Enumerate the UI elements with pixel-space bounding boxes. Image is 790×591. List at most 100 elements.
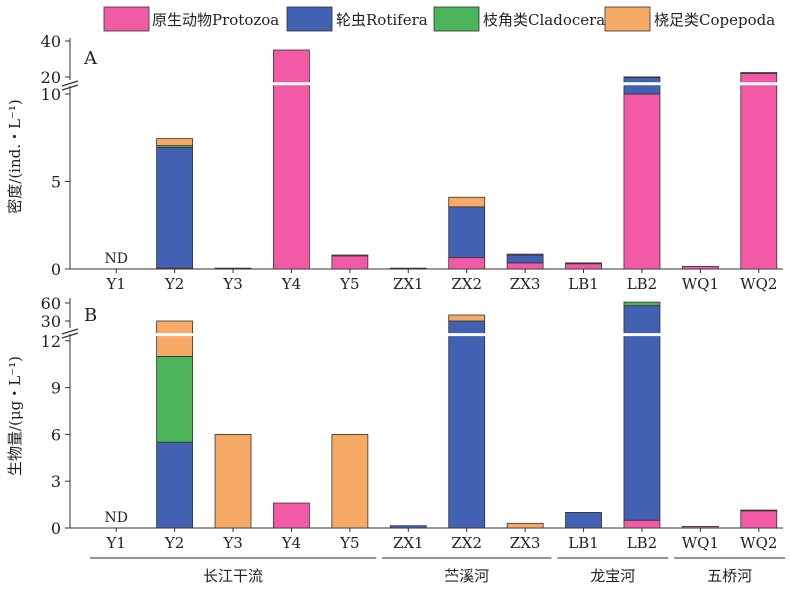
y-axis-label: 生物量/(μg・L⁻¹) (6, 356, 24, 476)
x-tick-label-LB2: LB2 (627, 275, 658, 293)
x-tick-label-Y3: Y3 (222, 534, 242, 552)
site-groups: 长江干流 苎溪河 龙宝河 五桥河 (89, 557, 786, 585)
y-tick-label: 3 (51, 472, 61, 491)
x-tick-label-WQ2: WQ2 (740, 534, 777, 552)
y-tick-label: 30 (41, 312, 61, 331)
bar-Y2-rotifera (156, 441, 194, 529)
x-tick-label-Y4: Y4 (281, 275, 301, 293)
axis-break-mark (61, 332, 79, 339)
bar-break-gap (272, 82, 311, 86)
x-tick-label-ZX2: ZX2 (451, 275, 482, 293)
annotation-nd: ND (104, 251, 127, 267)
x-tick-label-ZX3: ZX3 (510, 534, 541, 552)
bar-ZX2-copepoda (448, 314, 486, 322)
y-tick-label: 6 (51, 425, 61, 444)
y-tick-label: 20 (41, 68, 61, 87)
bar-break-gap (447, 333, 486, 337)
bar-LB2-rotifera (623, 305, 661, 521)
bar-WQ1-protozoa (681, 526, 719, 529)
bar-Y5-copepoda (331, 254, 369, 257)
bar-WQ2-protozoa (740, 510, 778, 529)
group-label: 长江干流 (203, 567, 263, 585)
x-tick-label-Y4: Y4 (281, 534, 301, 552)
legend-swatch-cladocera (433, 6, 480, 32)
x-tick-label-Y2: Y2 (164, 275, 184, 293)
y-tick-label: 9 (51, 379, 61, 398)
bar-break-gap (622, 333, 661, 337)
x-tick-label-LB2: LB2 (627, 534, 658, 552)
x-tick-label-Y1: Y1 (105, 534, 125, 552)
legend-label-protozoa: 原生动物Protozoa (152, 11, 279, 29)
bar-LB2-protozoa (623, 519, 661, 529)
annotation-nd: ND (104, 510, 127, 526)
group-label: 龙宝河 (590, 567, 635, 585)
bar-Y5-copepoda (331, 433, 369, 529)
legend: 原生动物Protozoa 轮虫Rotifera 枝角类Cladocera 桡足类Cop… (103, 6, 775, 32)
legend-swatch-protozoa (103, 6, 150, 32)
bar-break-gap (155, 333, 194, 337)
bar-LB1-rotifera (565, 262, 602, 265)
bar-ZX2-copepoda (448, 196, 486, 208)
x-tick-label-Y5: Y5 (339, 534, 359, 552)
x-tick-label-Y2: Y2 (164, 534, 184, 552)
bar-LB2-rotifera (623, 76, 661, 95)
bar-break-gap (739, 82, 778, 86)
bar-LB2-copepoda (623, 76, 661, 79)
bar-ZX3-rotifera (506, 254, 544, 264)
y-axis-label: 密度/(ind.・L⁻¹) (6, 99, 24, 213)
axis-break-mark (61, 80, 79, 87)
bar-LB1-protozoa (565, 263, 602, 270)
y-tick-label: 12 (41, 332, 61, 351)
x-tick-label-ZX2: ZX2 (451, 534, 482, 552)
bar-ZX3-protozoa (506, 262, 544, 270)
x-tick-label-Y3: Y3 (222, 275, 242, 293)
x-tick-label-Y1: Y1 (105, 275, 125, 293)
x-tick-label-WQ1: WQ1 (682, 534, 719, 552)
bar-ZX3-copepoda (506, 253, 544, 256)
x-tick-label-WQ2: WQ2 (740, 275, 777, 293)
panel-letter: A (83, 48, 98, 69)
bar-break-gap (622, 82, 661, 86)
bar-Y2-copepoda (156, 320, 194, 357)
bar-WQ2-protozoa (740, 73, 778, 270)
x-tick-label-LB1: LB1 (568, 534, 599, 552)
legend-label-rotifera: 轮虫Rotifera (336, 11, 428, 29)
bar-ZX2-rotifera (448, 320, 486, 529)
bar-Y2-cladocera (156, 355, 194, 443)
y-tick-label: 5 (51, 173, 61, 192)
y-tick-label: 60 (41, 294, 61, 313)
axis-break-mark (61, 84, 79, 91)
bar-ZX3-copepoda (506, 522, 544, 529)
bar-ZX2-rotifera (448, 206, 486, 259)
legend-label-copepoda: 桡足类Copepoda (654, 11, 775, 29)
bar-Y2-rotifera (156, 146, 194, 269)
y-tick-label: 40 (41, 32, 61, 51)
x-tick-label-WQ1: WQ1 (682, 275, 719, 293)
bar-ZX1-rotifera (389, 525, 427, 529)
bar-Y4-protozoa (273, 502, 310, 529)
bar-Y5-protozoa (331, 255, 369, 270)
x-tick-label-ZX3: ZX3 (510, 275, 541, 293)
legend-label-cladocera: 枝角类Cladocera (483, 11, 605, 29)
y-tick-label: 10 (41, 85, 61, 104)
bar-WQ2-copepoda (740, 72, 778, 74)
bar-Y2-copepoda (156, 138, 194, 147)
y-tick-label: 0 (51, 519, 61, 538)
x-tick-label-ZX1: ZX1 (393, 275, 424, 293)
bar-LB2-cladocera (623, 301, 661, 307)
bar-Y3-rotifera (214, 267, 252, 270)
x-tick-label-Y5: Y5 (339, 275, 359, 293)
bar-WQ2-rotifera (740, 509, 778, 512)
group-label: 五桥河 (707, 567, 752, 585)
y-tick-label: 0 (51, 260, 61, 279)
legend-swatch-copepoda (604, 6, 651, 32)
group-label: 苎溪河 (444, 567, 489, 585)
x-tick-label-LB1: LB1 (568, 275, 599, 293)
bar-LB1-rotifera (565, 512, 602, 529)
legend-swatch-rotifera (286, 6, 333, 32)
x-tick-label-ZX1: ZX1 (393, 534, 424, 552)
axis-break-mark (61, 328, 79, 335)
